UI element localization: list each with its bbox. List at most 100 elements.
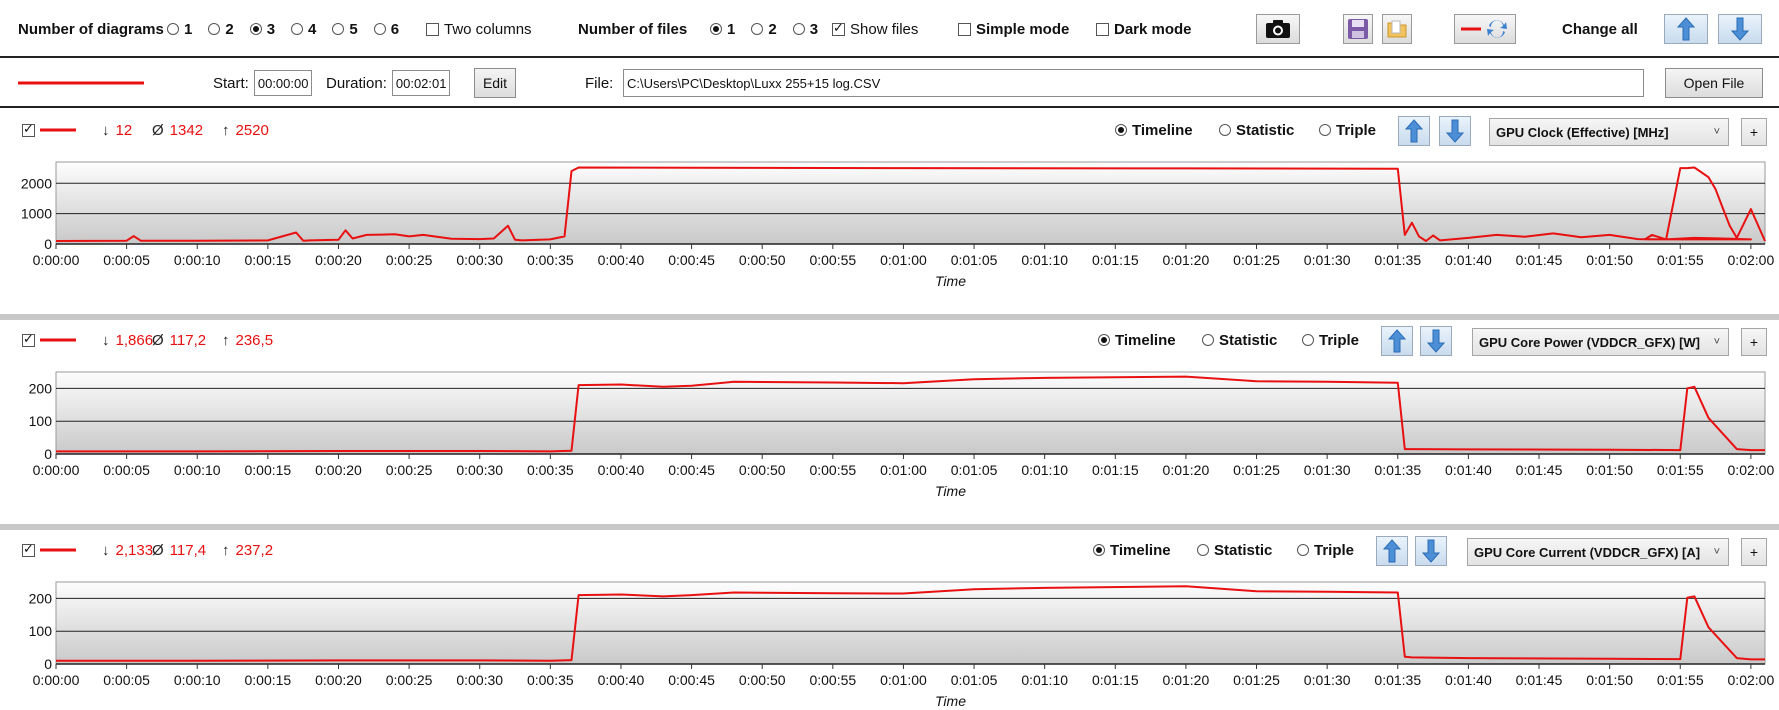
diagram-header: ↓ 12 Ø 1342 ↑ 2520 Timeline Statistic Triple GPU …	[0, 110, 1779, 150]
diagram-count-option-6[interactable]: 6	[373, 21, 399, 38]
dark-mode-checkbox[interactable]	[1096, 22, 1109, 36]
change-all-label: Change all	[1562, 20, 1638, 38]
panel-divider[interactable]	[0, 314, 1779, 320]
diagram-count-option-2[interactable]: 2	[208, 21, 234, 38]
diagram-count-radio[interactable]	[208, 23, 221, 35]
view-option-triple[interactable]: Triple	[1319, 110, 1376, 150]
file-count-radio[interactable]	[751, 23, 764, 35]
view-radio[interactable]	[1319, 124, 1331, 136]
timeline-chart: 0 1000 2000 0:00:00 0:00:05 0:00:10 0:00:15 0:0…	[21, 161, 1775, 289]
view-option-statistic[interactable]: Statistic	[1197, 530, 1272, 570]
file-count-option-3[interactable]: 3	[792, 21, 818, 38]
simple-mode-checkbox[interactable]	[958, 22, 971, 36]
series-line-swatch[interactable]	[40, 127, 76, 133]
add-series-button[interactable]: +	[1741, 538, 1767, 566]
move-down-button[interactable]	[1420, 326, 1452, 356]
file-count-radio[interactable]	[792, 23, 805, 35]
view-option-triple[interactable]: Triple	[1302, 320, 1359, 360]
view-radio[interactable]	[1115, 124, 1127, 136]
series-visible-checkbox[interactable]	[22, 121, 35, 137]
x-tick-label: 0:01:00	[880, 462, 927, 478]
view-option-statistic[interactable]: Statistic	[1219, 110, 1294, 150]
show-files-toggle[interactable]: Show files	[832, 0, 918, 58]
file-count-option-2[interactable]: 2	[751, 21, 777, 38]
x-tick-label: 0:00:00	[33, 252, 80, 268]
x-tick-label: 0:01:15	[1092, 672, 1139, 688]
dark-mode-label: Dark mode	[1114, 20, 1192, 38]
min-stat: ↓ 1,866	[102, 320, 153, 360]
open-file-button[interactable]: Open File	[1665, 68, 1763, 98]
move-down-button[interactable]	[1415, 536, 1447, 566]
view-option-triple[interactable]: Triple	[1297, 530, 1354, 570]
move-all-up-button[interactable]	[1664, 14, 1708, 44]
y-tick-label: 100	[29, 623, 53, 639]
main-toolbar: Number of diagrams 1 2 3 4 5 6 Two columns Nu…	[0, 0, 1779, 58]
move-up-button[interactable]	[1381, 326, 1413, 356]
file-count-option-1[interactable]: 1	[710, 21, 735, 38]
x-tick-label: 0:02:00	[1728, 672, 1775, 688]
diagram-count-radio[interactable]	[167, 23, 179, 35]
view-radio[interactable]	[1197, 544, 1209, 556]
diagram-count-option-1[interactable]: 1	[167, 21, 192, 38]
diagram-count-option-4[interactable]: 4	[291, 21, 316, 38]
simple-mode-toggle[interactable]: Simple mode	[958, 0, 1069, 58]
view-option-statistic[interactable]: Statistic	[1202, 320, 1277, 360]
start-input[interactable]: 00:00:00	[253, 70, 312, 96]
view-radio[interactable]	[1297, 544, 1309, 556]
move-all-down-button[interactable]	[1718, 14, 1762, 44]
sensor-select[interactable]: GPU Core Power (VDDCR_GFX) [W] ˅	[1472, 328, 1729, 356]
save-button[interactable]	[1343, 14, 1373, 44]
sensor-select[interactable]: GPU Core Current (VDDCR_GFX) [A] ˅	[1467, 538, 1729, 566]
dark-mode-toggle[interactable]: Dark mode	[1096, 0, 1192, 58]
line-style-swap-button[interactable]	[1454, 14, 1516, 44]
sensor-select[interactable]: GPU Clock (Effective) [MHz] ˅	[1489, 118, 1729, 146]
two-columns-toggle[interactable]: Two columns	[426, 0, 532, 58]
open-folder-button[interactable]	[1382, 14, 1412, 44]
move-down-button[interactable]	[1439, 116, 1471, 146]
series-line-swatch[interactable]	[40, 547, 76, 553]
view-radio[interactable]	[1219, 124, 1231, 136]
timeline-chart: 0 100 200 0:00:00 0:00:05 0:00:10 0:00:15 0:00:…	[29, 581, 1775, 709]
move-up-button[interactable]	[1376, 536, 1408, 566]
x-tick-label: 0:00:10	[174, 462, 221, 478]
max-stat-symbol: ↑	[222, 331, 230, 349]
series-visible-checkbox[interactable]	[22, 541, 35, 557]
series-visible-checkbox[interactable]	[22, 331, 35, 347]
x-tick-label: 0:01:05	[951, 672, 998, 688]
diagram-count-radio[interactable]	[332, 23, 345, 35]
diagram-count-radio[interactable]	[373, 23, 386, 35]
arrow-down-icon	[1446, 119, 1464, 143]
edit-button[interactable]: Edit	[474, 68, 516, 98]
view-option-timeline[interactable]: Timeline	[1115, 110, 1193, 150]
diagram-count-option-3[interactable]: 3	[249, 21, 275, 38]
diagram-count-option-5[interactable]: 5	[332, 21, 358, 38]
diagram-count-radio[interactable]	[291, 23, 304, 35]
view-option-timeline[interactable]: Timeline	[1093, 530, 1171, 570]
screenshot-button[interactable]	[1256, 14, 1300, 44]
x-tick-label: 0:00:10	[174, 252, 221, 268]
view-option-label: Triple	[1319, 331, 1360, 349]
add-series-button[interactable]: +	[1741, 118, 1767, 146]
arrow-down-icon	[1422, 539, 1440, 563]
panel-divider[interactable]	[0, 524, 1779, 530]
view-radio[interactable]	[1098, 334, 1110, 346]
view-option-timeline[interactable]: Timeline	[1098, 320, 1176, 360]
add-series-button[interactable]: +	[1741, 328, 1767, 356]
x-tick-label: 0:00:15	[245, 672, 292, 688]
x-tick-label: 0:02:00	[1728, 252, 1775, 268]
max-stat-value: 237,2	[235, 541, 274, 559]
duration-input[interactable]: 00:02:01	[391, 70, 450, 96]
two-columns-checkbox[interactable]	[426, 22, 439, 36]
series-line-swatch[interactable]	[40, 337, 76, 343]
file-count-radio[interactable]	[710, 23, 722, 35]
file-line-style[interactable]	[18, 58, 144, 108]
file-path-input[interactable]: C:\Users\PC\Desktop\Luxx 255+15 log.CSV	[623, 69, 1644, 97]
view-radio[interactable]	[1302, 334, 1314, 346]
diagram-count-radio[interactable]	[249, 23, 262, 35]
move-up-button[interactable]	[1398, 116, 1430, 146]
show-files-checkbox[interactable]	[832, 20, 845, 36]
view-radio[interactable]	[1202, 334, 1214, 346]
x-tick-label: 0:00:50	[739, 252, 786, 268]
diagram-count-option-label: 4	[308, 20, 317, 38]
view-radio[interactable]	[1093, 544, 1105, 556]
